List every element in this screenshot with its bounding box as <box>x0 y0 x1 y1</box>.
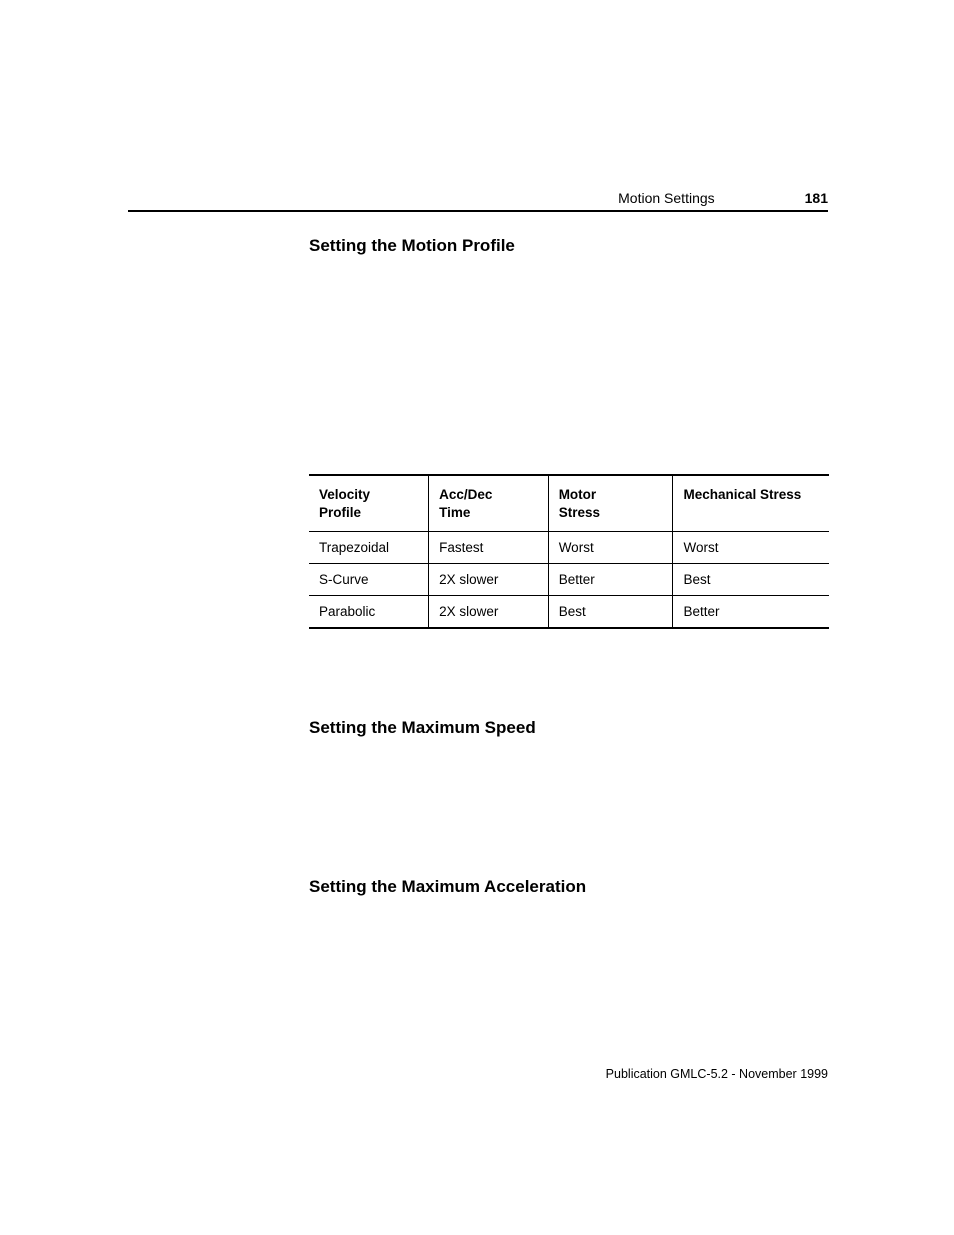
cell-motor-stress: Best <box>548 596 673 629</box>
col-header-text: Velocity <box>319 487 370 502</box>
cell-acc-dec-time: 2X slower <box>429 564 549 596</box>
table-row: Trapezoidal Fastest Worst Worst <box>309 532 829 564</box>
col-header-text: Profile <box>319 505 361 520</box>
col-header-velocity-profile: Velocity Profile <box>309 475 429 532</box>
cell-motor-stress: Better <box>548 564 673 596</box>
table-header-row: Velocity Profile Acc/Dec Time Motor Stre… <box>309 475 829 532</box>
cell-velocity-profile: S-Curve <box>309 564 429 596</box>
section-title: Motion Settings <box>618 190 715 206</box>
cell-velocity-profile: Parabolic <box>309 596 429 629</box>
cell-mechanical-stress: Better <box>673 596 829 629</box>
col-header-text: Stress <box>559 505 600 520</box>
heading-motion-profile: Setting the Motion Profile <box>309 236 515 256</box>
heading-maximum-acceleration: Setting the Maximum Acceleration <box>309 877 586 897</box>
page-header: Motion Settings 181 <box>128 190 828 206</box>
cell-velocity-profile: Trapezoidal <box>309 532 429 564</box>
publication-footer: Publication GMLC-5.2 - November 1999 <box>606 1067 828 1081</box>
col-header-motor-stress: Motor Stress <box>548 475 673 532</box>
col-header-acc-dec-time: Acc/Dec Time <box>429 475 549 532</box>
cell-mechanical-stress: Worst <box>673 532 829 564</box>
page-number: 181 <box>805 190 828 206</box>
header-rule <box>128 210 828 212</box>
comparison-table: Velocity Profile Acc/Dec Time Motor Stre… <box>309 474 829 629</box>
cell-motor-stress: Worst <box>548 532 673 564</box>
col-header-mechanical-stress: Mechanical Stress <box>673 475 829 532</box>
table-row: S-Curve 2X slower Better Best <box>309 564 829 596</box>
heading-maximum-speed: Setting the Maximum Speed <box>309 718 536 738</box>
cell-acc-dec-time: 2X slower <box>429 596 549 629</box>
table-row: Parabolic 2X slower Best Better <box>309 596 829 629</box>
cell-mechanical-stress: Best <box>673 564 829 596</box>
col-header-text: Time <box>439 505 470 520</box>
cell-acc-dec-time: Fastest <box>429 532 549 564</box>
col-header-text: Motor <box>559 487 597 502</box>
col-header-text: Mechanical Stress <box>683 487 801 502</box>
col-header-text: Acc/Dec <box>439 487 492 502</box>
